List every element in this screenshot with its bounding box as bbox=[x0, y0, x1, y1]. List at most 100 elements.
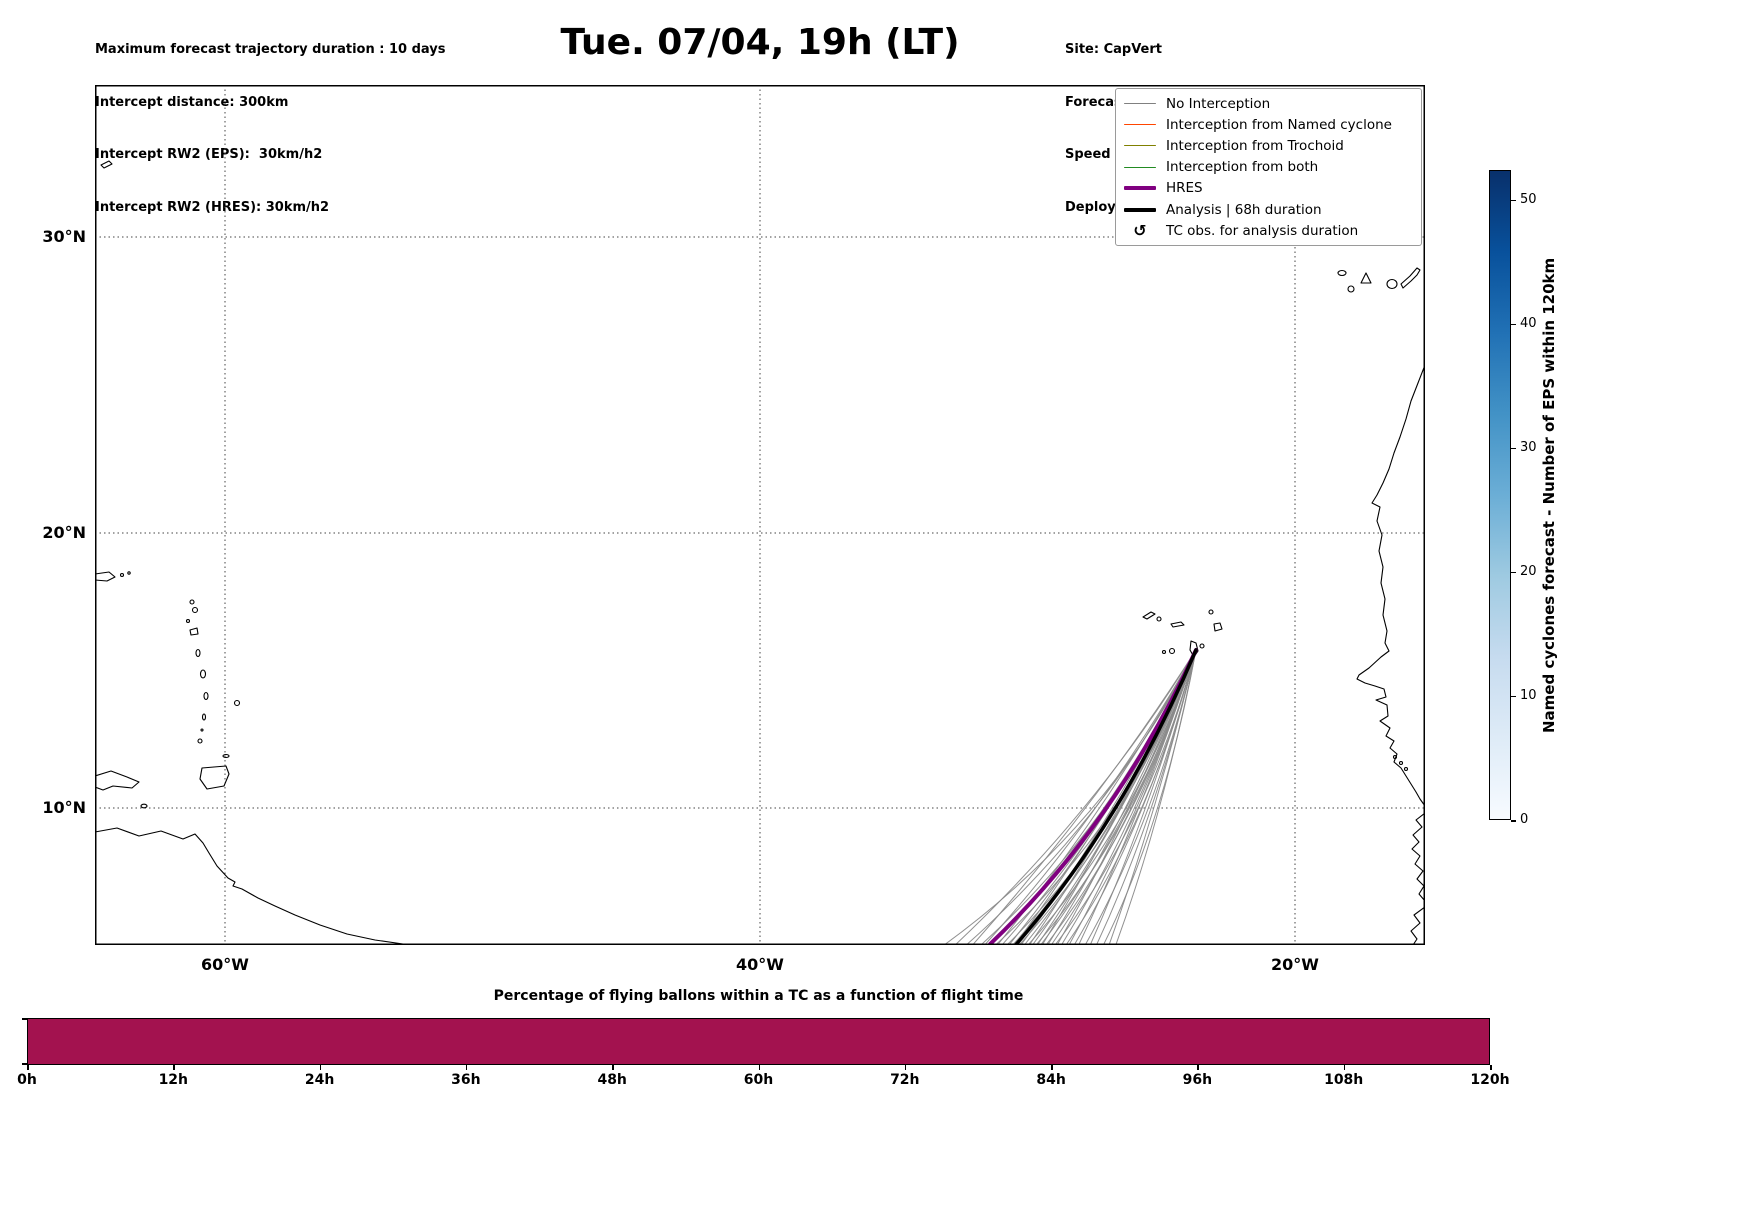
lon-tick-label: 40°W bbox=[736, 955, 784, 974]
y-axis-tick bbox=[22, 1063, 27, 1065]
ensemble-trajectory bbox=[1001, 649, 1197, 945]
trinidad-island bbox=[199, 765, 230, 790]
legend-item-label: Interception from Named cyclone bbox=[1166, 116, 1392, 133]
legend-item-label: Analysis | 68h duration bbox=[1166, 201, 1322, 218]
colorbar-tick-label: 30 bbox=[1520, 439, 1537, 455]
x-axis-tick bbox=[1343, 1065, 1346, 1070]
ensemble-trajectory bbox=[983, 649, 1197, 945]
rotating-arrow-icon: ↺ bbox=[1133, 220, 1147, 240]
ensemble-trajectories bbox=[943, 649, 1197, 945]
colorbar-tick bbox=[1511, 571, 1516, 574]
legend-item: Interception from Named cyclone bbox=[1124, 114, 1415, 135]
ensemble-trajectory bbox=[1115, 649, 1197, 945]
ensemble-trajectory bbox=[971, 649, 1197, 945]
line-swatch bbox=[1124, 103, 1156, 105]
legend-item: HRES bbox=[1124, 178, 1415, 199]
ensemble-trajectory bbox=[1040, 649, 1197, 945]
colorbar-tick bbox=[1511, 820, 1516, 822]
colorbar-tick bbox=[1511, 199, 1516, 202]
colorbar-tick-label: 10 bbox=[1520, 687, 1537, 703]
max-duration-line: Maximum forecast trajectory duration : 1… bbox=[95, 42, 446, 57]
x-axis-tick bbox=[1197, 1065, 1199, 1070]
legend-line-sample bbox=[1124, 166, 1156, 168]
percentage-bar bbox=[28, 1019, 1489, 1064]
colorbar-tick-label: 50 bbox=[1520, 191, 1537, 207]
legend-item-label: TC obs. for analysis duration bbox=[1166, 222, 1359, 239]
x-axis-tick-label: 0h bbox=[17, 1072, 37, 1088]
lat-tick-label: 20°N bbox=[42, 523, 86, 542]
trajectory-map bbox=[95, 85, 1425, 945]
ensemble-trajectory bbox=[1089, 649, 1197, 945]
line-swatch bbox=[1124, 145, 1156, 147]
bermuda-island bbox=[100, 160, 113, 169]
colorbar-tick bbox=[1511, 695, 1516, 698]
x-axis-tick-label: 48h bbox=[597, 1072, 627, 1088]
figure-title: Tue. 07/04, 19h (LT) bbox=[560, 22, 960, 63]
colorbar-tick-label: 40 bbox=[1520, 315, 1537, 331]
x-axis-tick-label: 60h bbox=[743, 1072, 774, 1088]
colorbar-tick-label: 20 bbox=[1520, 563, 1537, 579]
colorbar-tick bbox=[1511, 447, 1516, 450]
site-line: Site: CapVert bbox=[1065, 42, 1162, 57]
x-axis-tick-label: 84h bbox=[1036, 1072, 1066, 1088]
colorbar bbox=[1489, 170, 1511, 820]
ensemble-trajectory bbox=[1056, 649, 1197, 945]
legend-line-sample bbox=[1124, 207, 1156, 212]
x-axis-tick bbox=[904, 1065, 907, 1070]
x-axis-tick bbox=[1051, 1065, 1053, 1070]
run-parameters-block: Maximum forecast trajectory duration : 1… bbox=[95, 6, 446, 251]
x-axis-tick-label: 72h bbox=[890, 1072, 920, 1088]
legend-line-sample bbox=[1124, 124, 1156, 126]
legend-item-label: Interception from both bbox=[1166, 159, 1319, 176]
coastlines bbox=[95, 160, 1425, 945]
x-axis-tick-label: 24h bbox=[304, 1072, 335, 1088]
legend-item-label: Interception from Trochoid bbox=[1166, 137, 1344, 154]
legend-line-sample bbox=[1124, 103, 1156, 105]
intercept-distance-line: Intercept distance: 300km bbox=[95, 94, 289, 110]
legend-item: Interception from both bbox=[1124, 157, 1415, 178]
hres-analysis-trajectories bbox=[988, 647, 1198, 945]
ensemble-trajectory bbox=[1108, 649, 1197, 945]
bottom-chart-title: Percentage of flying ballons within a TC… bbox=[493, 988, 1024, 1004]
colorbar-label: Named cyclones forecast - Number of EPS … bbox=[1540, 257, 1558, 733]
line-swatch bbox=[1124, 166, 1156, 168]
colorbar-tick-label: 0 bbox=[1520, 812, 1529, 827]
x-axis-tick bbox=[465, 1065, 468, 1070]
legend-item: ↺ TC obs. for analysis duration bbox=[1124, 220, 1415, 241]
map-legend: No Interception Interception from Named c… bbox=[1115, 88, 1422, 247]
ensemble-trajectory bbox=[1050, 649, 1197, 945]
ensemble-trajectory bbox=[989, 649, 1197, 945]
legend-item: Analysis | 68h duration bbox=[1124, 199, 1415, 220]
lon-tick-label: 60°W bbox=[201, 955, 249, 974]
africa-coast bbox=[1356, 364, 1425, 807]
flight-time-bar-chart bbox=[27, 1018, 1490, 1065]
line-swatch bbox=[1124, 186, 1156, 191]
ensemble-trajectory bbox=[1078, 649, 1197, 945]
puerto-rico-fragment bbox=[95, 571, 116, 582]
legend-line-sample bbox=[1124, 186, 1156, 191]
legend-item: No Interception bbox=[1124, 93, 1415, 114]
tc-obs-icon: ↺ bbox=[1124, 220, 1156, 240]
south-america-coast bbox=[95, 827, 416, 945]
x-axis-tick-label: 12h bbox=[158, 1072, 189, 1088]
intercept-rw2-hres-line: Intercept RW2 (HRES): 30km/h2 bbox=[95, 199, 330, 215]
x-axis-tick bbox=[27, 1065, 29, 1070]
legend-item-label: HRES bbox=[1166, 180, 1203, 197]
ensemble-trajectory bbox=[1020, 649, 1197, 945]
intercept-rw2-eps-line: Intercept RW2 (EPS): 30km/h2 bbox=[95, 147, 323, 162]
x-axis-tick-label: 120h bbox=[1470, 1072, 1510, 1088]
x-axis-tick-label: 96h bbox=[1182, 1072, 1213, 1088]
lat-tick-label: 30°N bbox=[42, 227, 86, 246]
y-axis-tick bbox=[22, 1018, 27, 1020]
analysis-trajectory bbox=[1013, 648, 1198, 945]
x-axis-tick bbox=[758, 1065, 760, 1070]
line-swatch bbox=[1124, 207, 1156, 212]
x-axis-tick-label: 36h bbox=[451, 1072, 481, 1088]
legend-item-label: No Interception bbox=[1166, 95, 1271, 112]
colorbar-tick bbox=[1511, 323, 1516, 326]
lon-tick-label: 20°W bbox=[1271, 955, 1319, 974]
legend-line-sample bbox=[1124, 145, 1156, 147]
lat-tick-label: 10°N bbox=[42, 798, 86, 817]
cape-verde-islands bbox=[1142, 611, 1156, 620]
